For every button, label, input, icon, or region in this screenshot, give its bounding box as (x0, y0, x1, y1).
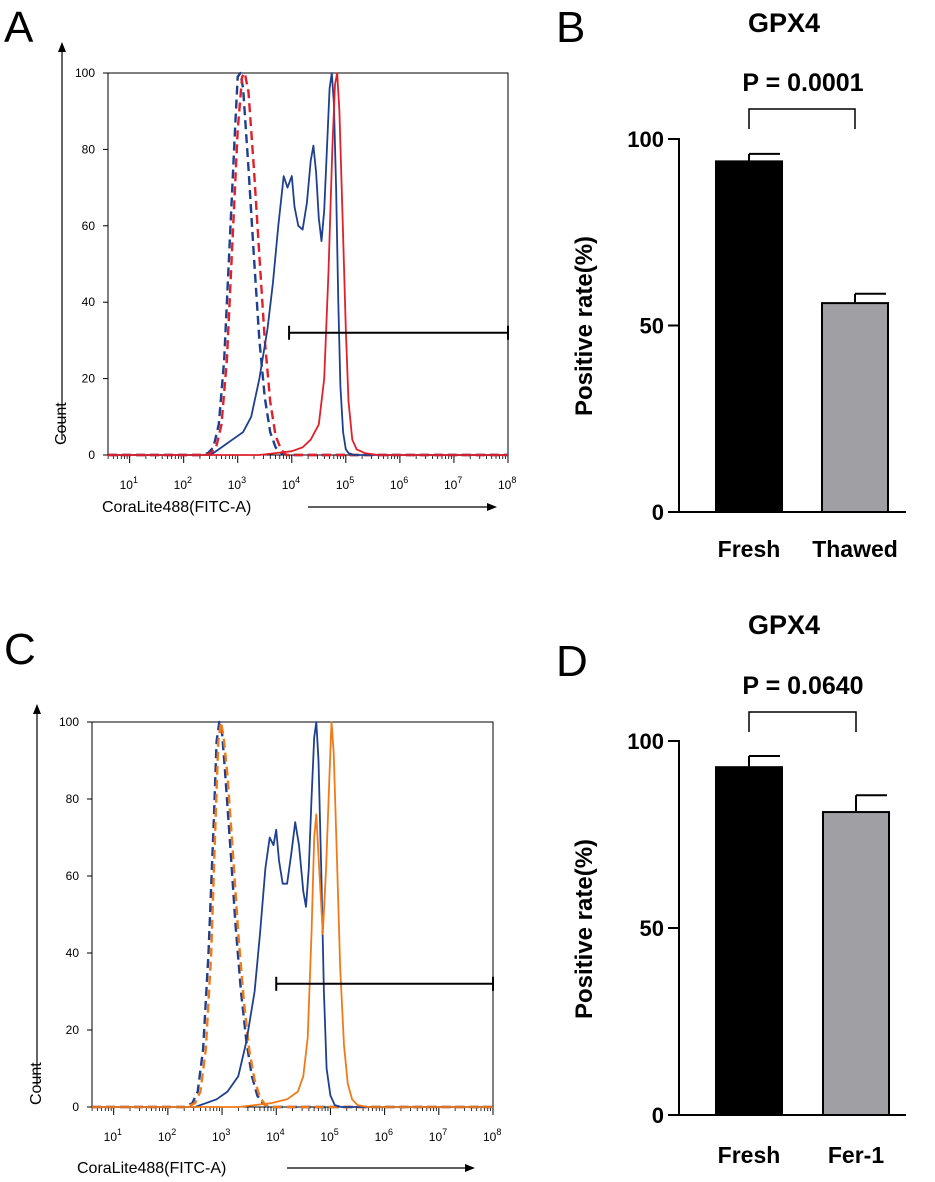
x-tick-label: 107 (444, 475, 462, 492)
histogram-series-control-orange-dashed (92, 720, 493, 1109)
bar-chart-panel-d: GPX4 P = 0.0640 Positive rate(%) 0 50 100 F… (571, 610, 906, 1168)
x-tick-label: 102 (158, 1127, 176, 1144)
x-axis-label: CoraLite488(FITC-A) (102, 499, 251, 516)
x-tick-label: 101 (120, 475, 138, 492)
y-tick-label: 80 (66, 792, 80, 806)
panel-letter-c: C (4, 625, 36, 674)
x-tick-label: 104 (266, 1127, 284, 1144)
category-label: Fer-1 (828, 1142, 884, 1168)
y-tick-label: 80 (82, 142, 96, 156)
x-tick-label: 107 (429, 1127, 447, 1144)
chart-title: GPX4 (748, 8, 820, 38)
y-tick-label: 0 (652, 1103, 664, 1128)
plot-frame (107, 72, 509, 456)
histogram-panel-c: Count CoraLite488(FITC-A) 0 20 40 60 80 100 10… (28, 704, 501, 1177)
significance-bracket (748, 108, 856, 129)
significance-bracket (748, 711, 857, 732)
y-tick-label: 20 (82, 372, 96, 386)
x-axis-label: CoraLite488(FITC-A) (77, 1160, 226, 1177)
y-axis-label: Count (28, 1062, 45, 1105)
histogram-panel-a: Count CoraLite488(FITC-A) 0 20 40 60 80 100 10… (53, 42, 516, 516)
x-tick-label: 106 (390, 475, 408, 492)
panel-letter-b: B (556, 3, 585, 52)
y-tick-label: 0 (652, 500, 664, 525)
x-axis-arrowhead (465, 1164, 475, 1172)
y-tick-label: 60 (66, 869, 80, 883)
y-axis-label: Positive rate(%) (571, 236, 598, 416)
x-tick-label: 102 (174, 475, 192, 492)
y-tick-label: 100 (627, 729, 664, 754)
y-tick-label: 60 (82, 219, 96, 233)
x-tick-label: 105 (320, 1127, 338, 1144)
y-tick-label: 20 (66, 1023, 80, 1037)
x-tick-label: 106 (375, 1127, 393, 1144)
x-tick-label: 103 (228, 475, 246, 492)
y-tick-label: 100 (75, 66, 95, 80)
y-tick-label: 50 (640, 916, 664, 941)
y-axis-label: Positive rate(%) (571, 839, 598, 1019)
x-tick-label: 108 (483, 1127, 501, 1144)
bar-thawed (821, 302, 889, 513)
y-axis-arrowhead (33, 704, 41, 714)
category-label: Fresh (718, 1142, 781, 1168)
y-axis-arrowhead (58, 42, 66, 52)
y-tick-label: 40 (82, 295, 96, 309)
panel-letter-a: A (4, 3, 34, 52)
histogram-series-control-blue-dashed (108, 71, 508, 457)
histogram-series-control-blue-dashed (92, 720, 493, 1109)
histogram-series-control-red-dashed (108, 71, 508, 457)
histogram-series-stained-red (108, 72, 508, 456)
category-label: Fresh (718, 536, 781, 562)
y-axis-label: Count (53, 402, 70, 445)
y-tick-label: 50 (640, 314, 664, 339)
x-tick-label: 108 (498, 475, 516, 492)
category-label: Thawed (812, 536, 898, 562)
histogram-series-stained-orange (92, 721, 493, 1108)
y-tick-label: 100 (59, 715, 79, 729)
bar-fresh (715, 766, 783, 1116)
histogram-series-stained-blue (108, 72, 508, 456)
y-tick-label: 0 (88, 448, 95, 462)
x-axis-arrowhead (487, 503, 497, 511)
bar-fresh (715, 160, 783, 513)
x-tick-label: 105 (336, 475, 354, 492)
x-tick-label: 103 (212, 1127, 230, 1144)
chart-title: GPX4 (748, 610, 820, 640)
bar-fer-1 (822, 811, 890, 1116)
p-value-label: P = 0.0001 (742, 69, 863, 97)
y-tick-label: 40 (66, 946, 80, 960)
panel-letter-d: D (556, 637, 588, 686)
x-tick-label: 104 (282, 475, 300, 492)
histogram-series-stained-blue (92, 721, 493, 1108)
x-tick-label: 101 (104, 1127, 122, 1144)
y-tick-label: 0 (72, 1100, 79, 1114)
bar-chart-panel-b: GPX4 P = 0.0001 Positive rate(%) 0 50 100 F… (571, 8, 906, 562)
p-value-label: P = 0.0640 (742, 672, 863, 700)
y-tick-label: 100 (627, 127, 664, 152)
plot-frame (91, 721, 494, 1108)
